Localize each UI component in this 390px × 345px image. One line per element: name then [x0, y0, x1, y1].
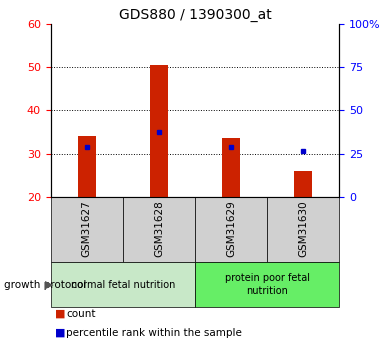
- Bar: [195, 197, 267, 262]
- Text: ■: ■: [55, 328, 65, 338]
- Text: percentile rank within the sample: percentile rank within the sample: [66, 328, 242, 338]
- Text: GSM31627: GSM31627: [82, 200, 92, 257]
- Text: GSM31628: GSM31628: [154, 200, 164, 257]
- Text: GSM31630: GSM31630: [298, 200, 308, 257]
- Bar: [267, 197, 339, 262]
- Bar: [51, 262, 195, 307]
- Bar: [51, 197, 123, 262]
- Text: ■: ■: [55, 309, 65, 319]
- Text: ▶: ▶: [45, 280, 53, 289]
- Text: GSM31629: GSM31629: [226, 200, 236, 257]
- Text: count: count: [66, 309, 96, 319]
- Title: GDS880 / 1390300_at: GDS880 / 1390300_at: [119, 8, 271, 22]
- Bar: [78, 136, 96, 197]
- Bar: [294, 171, 312, 197]
- Bar: [222, 138, 240, 197]
- Bar: [150, 65, 168, 197]
- Text: growth protocol: growth protocol: [4, 280, 86, 289]
- Text: protein poor fetal
nutrition: protein poor fetal nutrition: [225, 274, 310, 296]
- Text: normal fetal nutrition: normal fetal nutrition: [71, 280, 175, 289]
- Bar: [123, 197, 195, 262]
- Bar: [195, 262, 339, 307]
